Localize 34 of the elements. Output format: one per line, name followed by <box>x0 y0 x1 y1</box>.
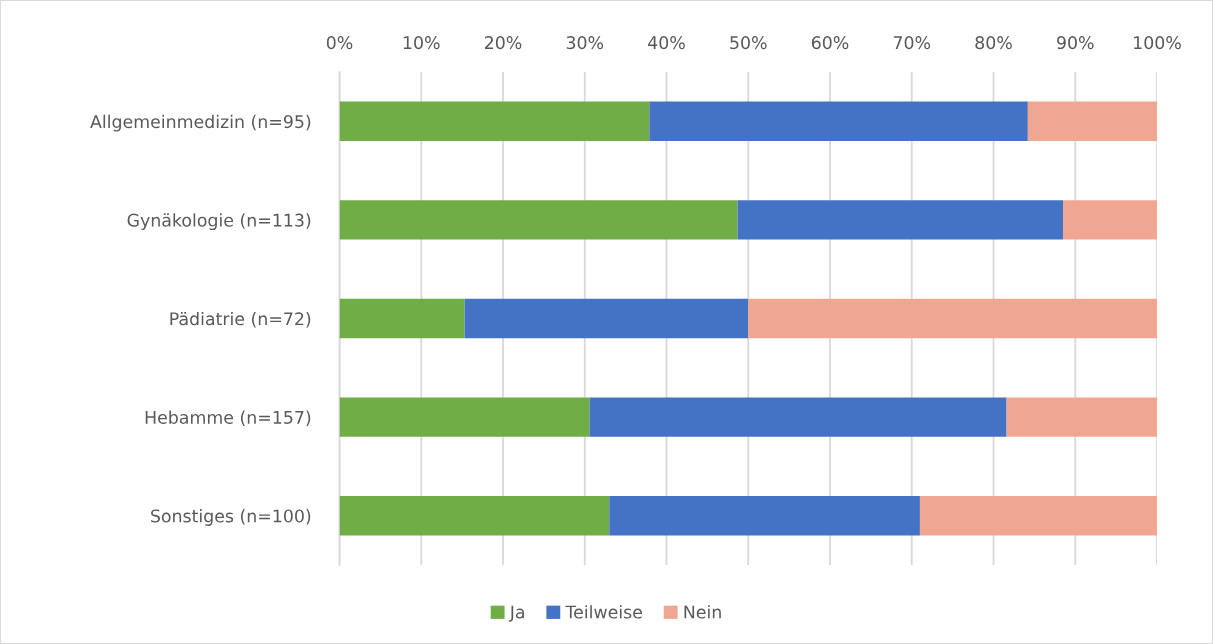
bar <box>339 495 610 536</box>
x-tick-label: 50% <box>730 36 767 50</box>
x-tick-label: 30% <box>566 36 604 50</box>
x-tick-label: 20% <box>484 36 522 50</box>
bar <box>919 495 1157 536</box>
bar <box>649 101 1028 142</box>
bar <box>339 101 650 142</box>
bar <box>464 298 749 339</box>
legend-label: Ja <box>508 605 524 622</box>
bar <box>1062 200 1157 240</box>
y-tick-label: Allgemeinmedizin (n=95) <box>90 114 311 132</box>
bar <box>339 397 590 437</box>
bar <box>1027 101 1157 142</box>
bar <box>737 200 1063 240</box>
bar <box>339 298 465 339</box>
x-tick-label: 60% <box>811 36 849 50</box>
x-tick-label: 90% <box>1057 36 1094 50</box>
bar <box>1006 397 1157 437</box>
x-tick-label: 10% <box>403 36 440 50</box>
x-tick-label: 0% <box>326 36 353 50</box>
x-tick-label: 80% <box>975 36 1012 50</box>
bar <box>339 200 738 240</box>
y-tick-label: Gynäkologie (n=113) <box>127 213 311 231</box>
bar <box>748 298 1157 339</box>
y-tick-label: Hebamme (n=157) <box>145 410 311 426</box>
bar <box>609 495 920 536</box>
legend-label: Teilweise <box>565 605 642 619</box>
y-tick-label: Sonstiges (n=100) <box>151 509 311 526</box>
legend-label: Nein <box>684 605 721 619</box>
x-tick-label: 70% <box>893 36 931 50</box>
x-tick-label: 100% <box>1134 36 1181 50</box>
bar <box>589 397 1007 437</box>
x-tick-label: 40% <box>648 36 685 50</box>
y-tick-label: Pädiatrie (n=72) <box>170 311 311 328</box>
